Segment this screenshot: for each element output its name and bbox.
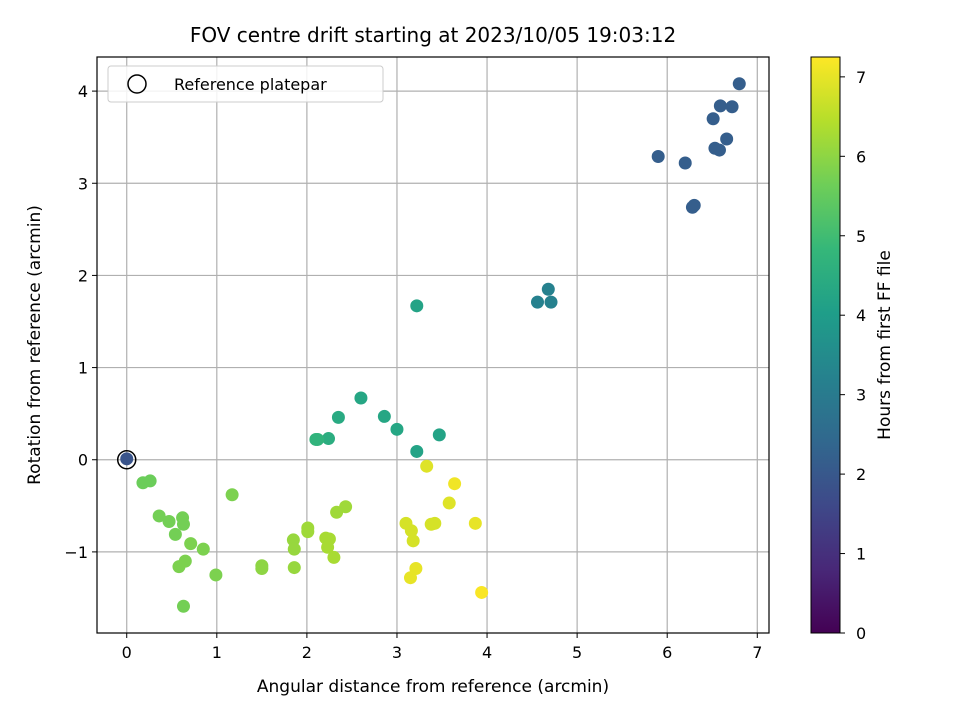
scatter-point	[136, 476, 150, 490]
chart-title: FOV centre drift starting at 2023/10/05 …	[190, 23, 676, 47]
legend-label: Reference platepar	[174, 75, 327, 94]
colorbar-tick-label: 2	[856, 465, 866, 484]
x-tick-label: 2	[302, 643, 312, 662]
scatter-point	[732, 77, 746, 91]
scatter-point	[541, 282, 555, 296]
scatter-point	[406, 534, 420, 548]
scatter-point	[530, 295, 544, 309]
scatter-point	[725, 100, 739, 114]
y-axis-ticks: −1 0 1 2 3 4	[64, 82, 97, 562]
scatter-point	[442, 496, 456, 510]
scatter-point	[225, 488, 239, 502]
scatter-point	[331, 410, 345, 424]
colorbar-tick-label: 1	[856, 545, 866, 564]
scatter-point	[176, 517, 190, 531]
scatter-point	[209, 568, 223, 582]
scatter-point	[410, 299, 424, 313]
scatter-point	[184, 537, 198, 551]
y-axis-label: Rotation from reference (arcmin)	[25, 205, 45, 485]
y-tick-label: 1	[78, 359, 88, 378]
scatter-point	[706, 112, 720, 126]
colorbar-tick-label: 0	[856, 624, 866, 643]
x-tick-label: 7	[752, 643, 762, 662]
scatter-point	[544, 295, 558, 309]
scatter-point	[651, 150, 665, 164]
scatter-point	[390, 422, 404, 436]
y-tick-label: 4	[78, 82, 88, 101]
scatter-point	[428, 516, 442, 530]
scatter-point	[475, 585, 489, 599]
scatter-point	[404, 524, 418, 538]
colorbar-tick-label: 3	[856, 386, 866, 405]
legend-box	[107, 65, 384, 103]
scatter-point	[301, 525, 315, 539]
x-axis-ticks: 0 1 2 3 4 5 6 7	[122, 633, 762, 662]
scatter-point	[685, 200, 699, 214]
scatter-point	[468, 516, 482, 530]
scatter-point	[377, 409, 391, 423]
colorbar-gradient	[811, 57, 840, 633]
scatter-point	[311, 432, 325, 446]
x-tick-label: 0	[122, 643, 132, 662]
x-axis-label: Angular distance from reference (arcmin)	[257, 677, 609, 697]
y-tick-label: −1	[64, 543, 88, 562]
colorbar-label: Hours from first FF file	[875, 250, 895, 440]
scatter-point	[432, 428, 446, 442]
x-tick-label: 4	[482, 643, 492, 662]
scatter-point	[255, 561, 269, 575]
scatter-point	[287, 542, 301, 556]
scatter-point	[448, 477, 462, 491]
colorbar-tick-label: 5	[856, 227, 866, 246]
y-tick-label: 2	[78, 266, 88, 285]
scatter-point	[678, 156, 692, 170]
x-tick-label: 5	[572, 643, 582, 662]
scatter-point	[403, 571, 417, 585]
scatter-point	[176, 599, 190, 613]
colorbar-tick-label: 7	[856, 68, 866, 87]
colorbar-tick-label: 4	[856, 306, 866, 325]
scatter-point	[410, 444, 424, 458]
x-tick-label: 3	[392, 643, 402, 662]
scatter-point	[152, 509, 166, 523]
scatter-point	[330, 505, 344, 519]
scatter-point	[172, 560, 186, 574]
reference-platepar-marker	[116, 449, 137, 470]
scatter-point	[327, 550, 341, 564]
colorbar-ticks: 0 1 2 3 4 5 6 7	[840, 68, 866, 643]
grid-lines	[97, 57, 769, 633]
scatter-point	[420, 459, 434, 473]
scatter-point	[720, 132, 734, 146]
scatter-point	[321, 540, 335, 554]
x-tick-label: 1	[212, 643, 222, 662]
x-tick-label: 6	[662, 643, 672, 662]
scatter-point	[168, 527, 182, 541]
data-points	[116, 77, 746, 613]
scatter-point	[196, 542, 210, 556]
scatter-point	[287, 561, 301, 575]
legend: Reference platepar	[107, 65, 384, 103]
legend-marker	[127, 74, 147, 94]
plot-frame	[96, 56, 770, 634]
scatter-point	[713, 99, 727, 113]
scatter-point	[162, 514, 176, 528]
y-tick-label: 0	[78, 451, 88, 470]
scatter-point	[354, 391, 368, 405]
scatter-point	[120, 452, 134, 466]
scatter-point	[712, 143, 726, 157]
y-tick-label: 3	[78, 174, 88, 193]
colorbar-frame	[810, 56, 841, 634]
colorbar-tick-label: 6	[856, 147, 866, 166]
colorbar: 0 1 2 3 4 5 6 7 Hours from first FF file	[810, 56, 895, 643]
scatter-point	[322, 432, 336, 446]
